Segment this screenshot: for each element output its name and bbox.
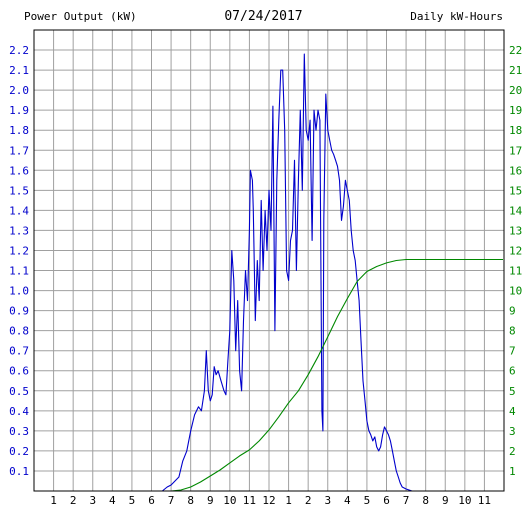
x-tick-label: 1	[285, 494, 292, 507]
x-tick-label: 2	[305, 494, 312, 507]
right-tick-label: 21	[509, 64, 522, 77]
left-tick-label: 1.7	[9, 144, 29, 157]
right-tick-label: 22	[509, 44, 522, 57]
left-tick-label: 0.3	[9, 425, 29, 438]
right-tick-label: 5	[509, 385, 516, 398]
right-tick-label: 17	[509, 144, 522, 157]
x-tick-label: 7	[168, 494, 175, 507]
left-tick-label: 1.9	[9, 104, 29, 117]
power-output-line	[161, 53, 413, 492]
x-tick-label: 8	[422, 494, 429, 507]
chart-grid	[34, 30, 504, 491]
left-tick-label: 2.2	[9, 44, 29, 57]
x-tick-label: 4	[109, 494, 116, 507]
left-tick-label: 1.3	[9, 224, 29, 237]
left-tick-label: 1.8	[9, 124, 29, 137]
x-tick-label: 6	[148, 494, 155, 507]
x-tick-label: 6	[383, 494, 390, 507]
left-tick-label: 0.9	[9, 305, 29, 318]
left-tick-label: 0.8	[9, 325, 29, 338]
x-tick-label: 12	[262, 494, 275, 507]
right-tick-label: 9	[509, 305, 516, 318]
daily-energy-line	[171, 258, 503, 492]
left-tick-label: 0.4	[9, 405, 29, 418]
x-tick-label: 4	[344, 494, 351, 507]
x-tick-label: 3	[89, 494, 96, 507]
x-tick-label: 11	[478, 494, 491, 507]
left-tick-label: 0.7	[9, 345, 29, 358]
left-axis-title: Power Output (kW)	[24, 10, 137, 23]
right-tick-label: 12	[509, 244, 522, 257]
x-tick-label: 10	[458, 494, 471, 507]
right-tick-label: 7	[509, 345, 516, 358]
left-tick-label: 2.0	[9, 84, 29, 97]
left-tick-label: 1.0	[9, 285, 29, 298]
right-tick-label: 11	[509, 265, 522, 278]
right-tick-label: 19	[509, 104, 522, 117]
right-axis-title: Daily kW-Hours	[410, 10, 503, 23]
left-tick-label: 0.5	[9, 385, 29, 398]
left-tick-label: 1.4	[9, 204, 29, 217]
left-tick-label: 0.1	[9, 465, 29, 478]
left-tick-label: 1.2	[9, 244, 29, 257]
left-tick-label: 2.1	[9, 64, 29, 77]
left-y-axis: 0.1 0.2 0.3 0.4 0.5 0.6 0.7 0.8 0.9 1.0 1.1 1.2 1.3 1…	[9, 44, 29, 478]
chart-series	[161, 53, 503, 492]
x-tick-label: 3	[324, 494, 331, 507]
left-tick-label: 0.2	[9, 445, 29, 458]
x-tick-label: 5	[364, 494, 371, 507]
right-tick-label: 13	[509, 224, 522, 237]
x-tick-label: 11	[243, 494, 256, 507]
x-tick-label: 1	[50, 494, 57, 507]
right-tick-label: 2	[509, 445, 516, 458]
right-tick-label: 3	[509, 425, 516, 438]
right-tick-label: 15	[509, 184, 522, 197]
x-tick-label: 7	[403, 494, 410, 507]
right-tick-label: 4	[509, 405, 516, 418]
x-tick-label: 2	[70, 494, 77, 507]
plot-frame	[33, 29, 505, 492]
left-tick-label: 1.1	[9, 265, 29, 278]
right-tick-label: 8	[509, 325, 516, 338]
right-tick-label: 6	[509, 365, 516, 378]
x-tick-label: 8	[187, 494, 194, 507]
right-tick-label: 14	[509, 204, 523, 217]
x-axis: 1 2 3 4 5 6 7 8 9 10 11 12 1 2 3 4 5 6 7 8 9 10 11	[50, 494, 491, 507]
chart-date-title: 07/24/2017	[224, 9, 303, 24]
right-tick-label: 16	[509, 164, 522, 177]
left-tick-label: 0.6	[9, 365, 29, 378]
x-tick-label: 9	[442, 494, 449, 507]
right-tick-label: 1	[509, 465, 516, 478]
x-tick-label: 9	[207, 494, 214, 507]
left-tick-label: 1.5	[9, 184, 29, 197]
right-tick-label: 20	[509, 84, 522, 97]
x-tick-label: 5	[129, 494, 136, 507]
x-tick-label: 10	[223, 494, 236, 507]
right-tick-label: 18	[509, 124, 522, 137]
left-tick-label: 1.6	[9, 164, 29, 177]
right-tick-label: 10	[509, 285, 522, 298]
